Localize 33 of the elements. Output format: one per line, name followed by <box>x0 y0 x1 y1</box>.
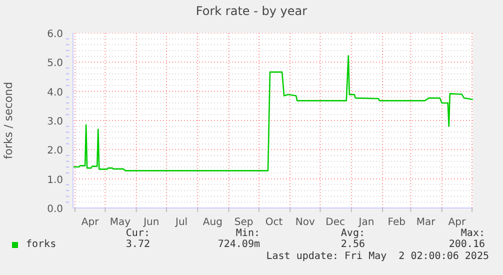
x-tick-label: May <box>110 217 131 228</box>
x-tick-label: Oct <box>265 217 283 228</box>
x-tick-label: Dec <box>326 217 345 228</box>
x-tick-label: Apr <box>81 217 100 228</box>
x-tick-label: Apr <box>448 217 466 228</box>
y-tick-label: 5.0 <box>47 58 63 70</box>
text: Max: <box>460 228 485 239</box>
text: Min: <box>236 228 260 239</box>
y-axis-title: forks / second <box>2 82 15 160</box>
text: 200.16 <box>448 239 485 250</box>
text: Last update: Fri May 2 02:00:06 2025 <box>266 251 489 262</box>
text: 3.72 <box>124 239 150 250</box>
x-tick-label: Mar <box>416 217 436 228</box>
text: 724.09m <box>216 239 260 250</box>
y-tick-label: 6.0 <box>47 29 63 40</box>
text: Cur: <box>124 228 150 239</box>
legend-label: forks <box>26 239 56 250</box>
y-tick-label: 0.0 <box>47 204 63 215</box>
x-tick-label: Jul <box>174 217 188 228</box>
y-tick-label: 2.0 <box>47 146 63 157</box>
x-tick-label: Jun <box>142 217 160 228</box>
line-series <box>73 55 473 172</box>
y-tick-label: 1.0 <box>47 174 63 186</box>
x-tick-label: Feb <box>388 217 406 228</box>
y-tick-label: 4.0 <box>47 87 63 98</box>
y-tick-label: 3.0 <box>47 116 63 128</box>
chart-title: Fork rate - by year <box>194 4 308 18</box>
x-tick-label: Jan <box>358 217 374 228</box>
x-tick-label: Nov <box>295 217 315 228</box>
x-tick-label: Aug <box>202 217 222 228</box>
x-tick-label: Sep <box>234 217 254 228</box>
text: Avg: <box>340 228 365 239</box>
text: 2.56 <box>340 239 365 250</box>
